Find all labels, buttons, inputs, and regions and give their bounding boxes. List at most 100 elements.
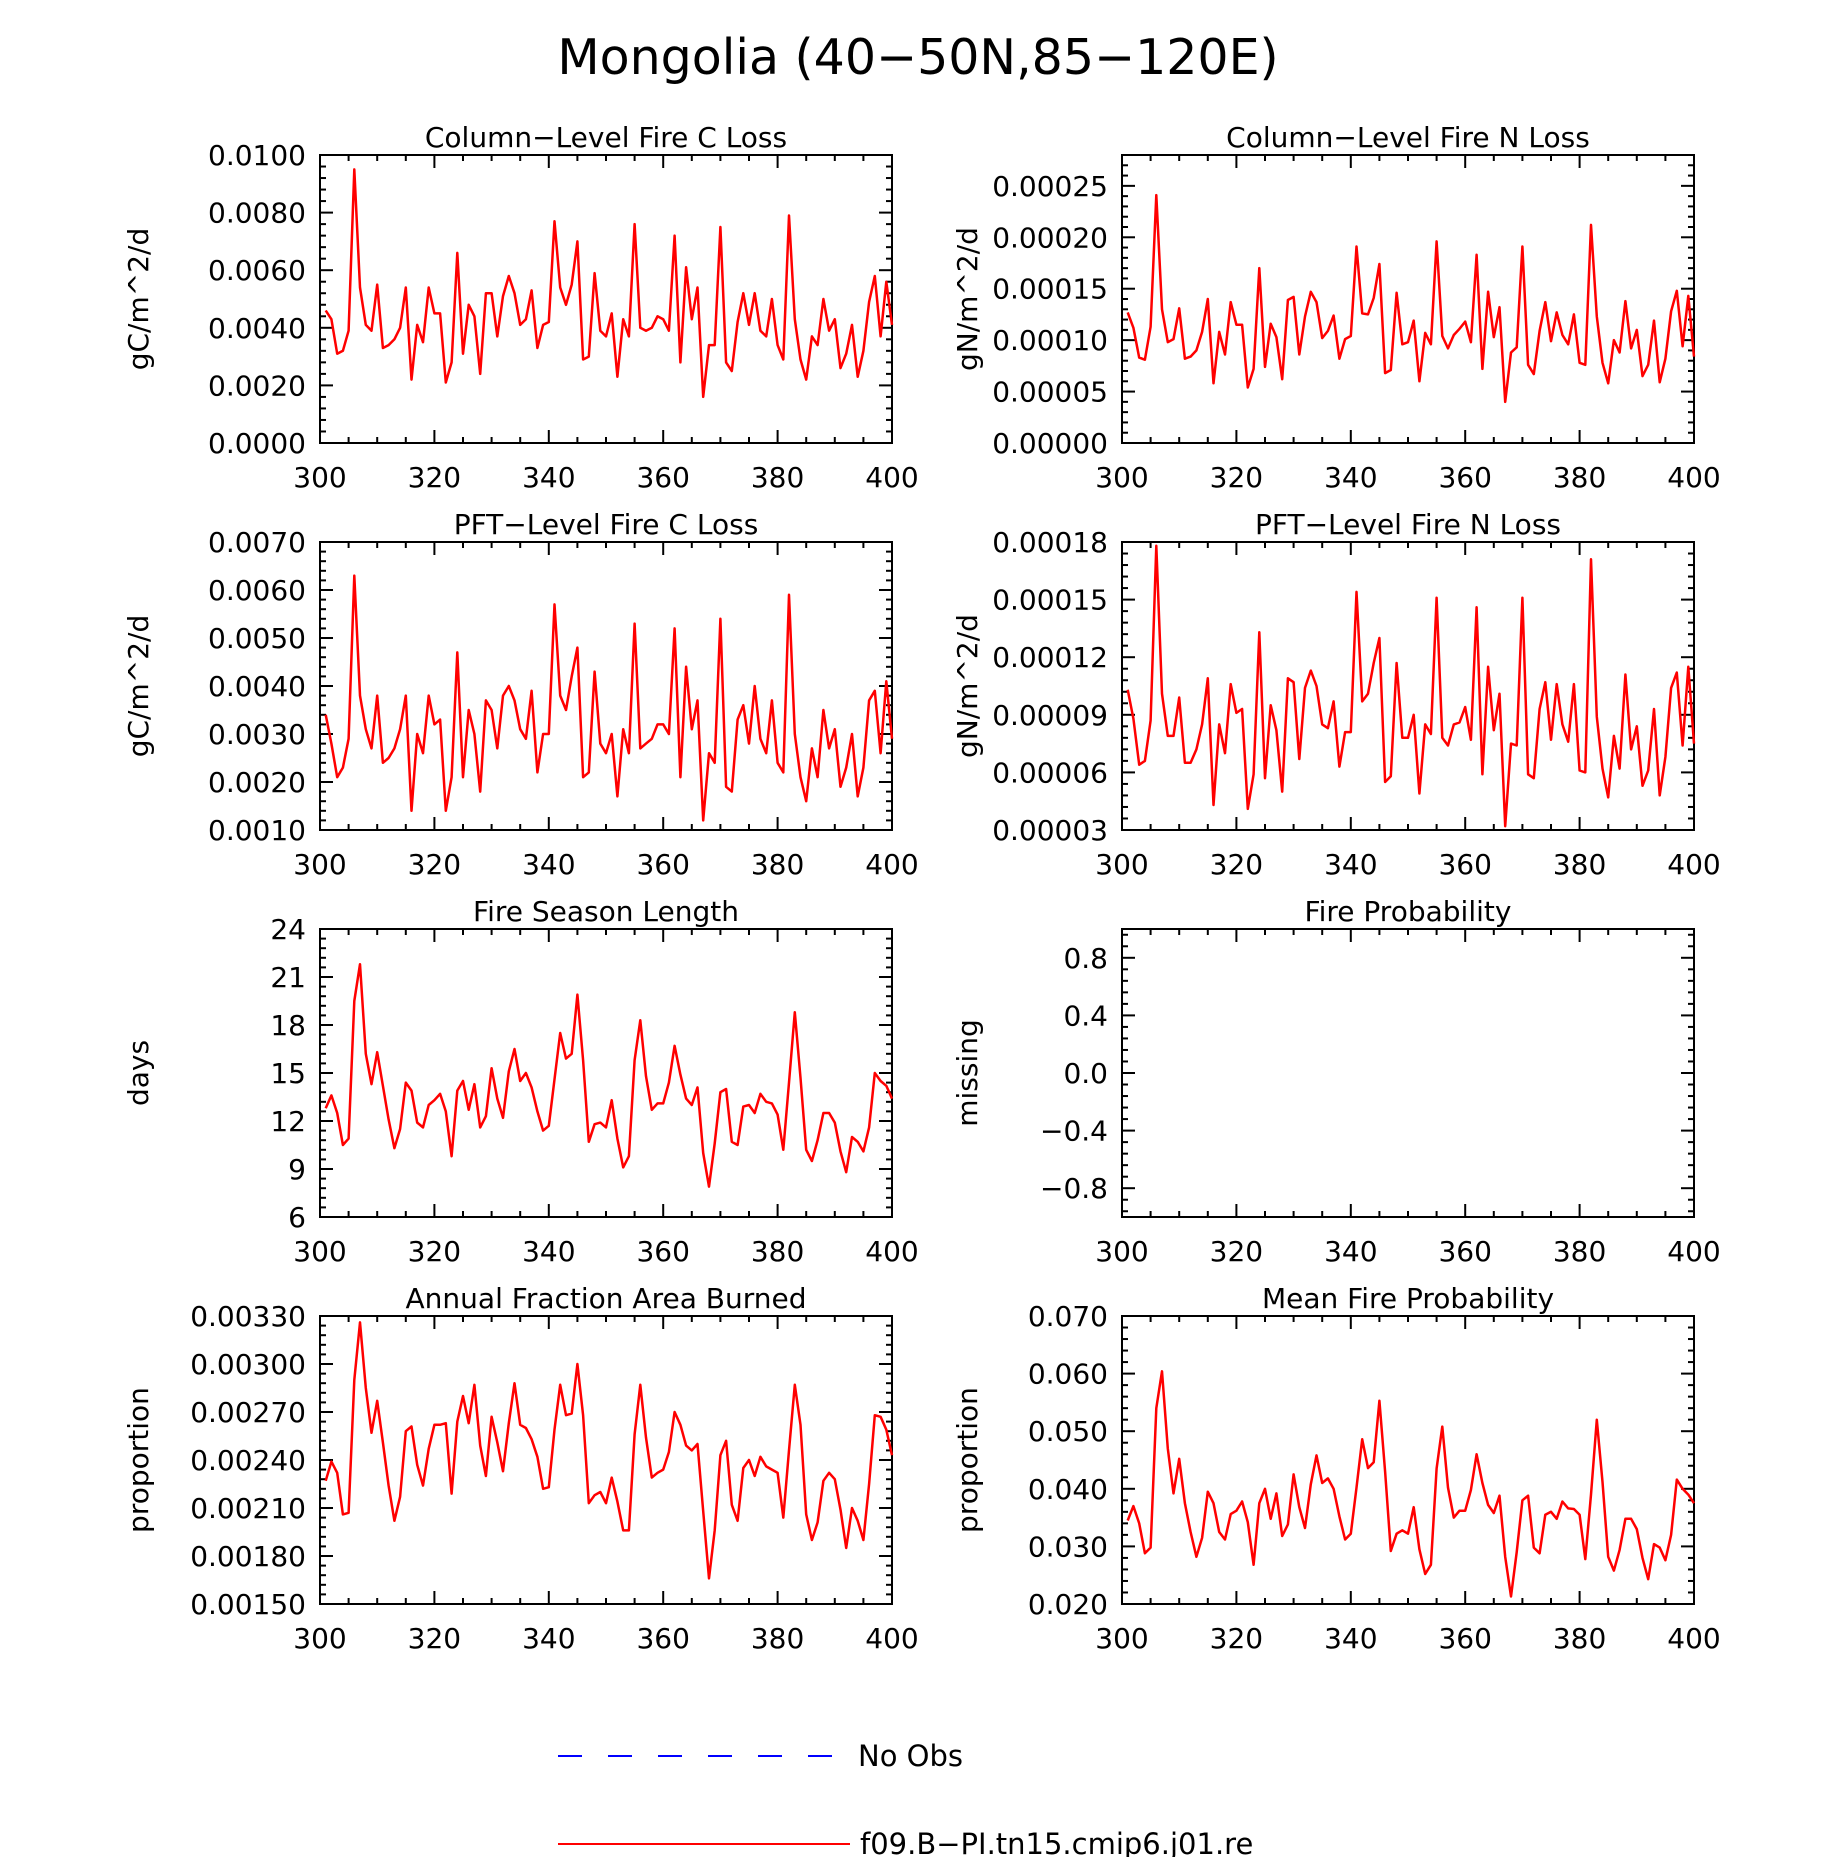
chart-panel: 300 320 340 360 380 400 0.00003 0.00006 0.00009 0… (951, 508, 1721, 881)
y-tick-label: 0.00330 (190, 1300, 306, 1333)
x-tick-label: 400 (865, 1235, 918, 1268)
panel-title: Annual Fraction Area Burned (406, 1282, 807, 1315)
x-tick-label: 360 (1438, 1235, 1491, 1268)
x-tick-label: 300 (293, 461, 346, 494)
chart-panel: 300 320 340 360 380 400 0.0010 0.0020 0.0030 0.00… (122, 508, 919, 881)
x-tick-label: 380 (1553, 848, 1606, 881)
figure-title: Mongolia (40−50N,85−120E) (557, 29, 1278, 86)
chart-panel: 300 320 340 360 380 400 0.020 0.030 0.040 0.050 0.… (951, 1282, 1721, 1655)
y-tick-label: 0.00003 (992, 814, 1108, 847)
panel-title: Column−Level Fire C Loss (425, 121, 787, 154)
y-tick-label: 0.00300 (190, 1348, 306, 1381)
plot-frame (319, 1315, 893, 1605)
y-tick-label: 0.00180 (190, 1540, 306, 1573)
y-tick-label: 0.00005 (992, 376, 1108, 409)
chart-panel: 300 320 340 360 380 400 −0.8 −0.4 0.0 0.4 0.8 Fire … (951, 895, 1721, 1268)
y-tick-label: 0.8 (1063, 942, 1108, 975)
y-tick-label: 0.00018 (992, 526, 1108, 559)
y-tick-label: 0.00015 (992, 584, 1108, 617)
y-tick-label: 0.00240 (190, 1444, 306, 1477)
y-tick-label: 0.0010 (208, 814, 306, 847)
y-tick-label: 9 (288, 1153, 306, 1186)
y-tick-label: 0.0080 (208, 197, 306, 230)
chart-panel: 300 320 340 360 380 400 0.00000 0.00005 0.00010 0… (951, 121, 1721, 494)
x-tick-label: 300 (1095, 848, 1148, 881)
x-tick-label: 320 (408, 1622, 461, 1655)
y-tick-label: 0.060 (1028, 1358, 1108, 1391)
panel-title: PFT−Level Fire N Loss (1255, 508, 1561, 541)
series-line (1126, 544, 1696, 828)
y-tick-label: 6 (288, 1201, 306, 1234)
x-tick-label: 340 (522, 1235, 575, 1268)
y-tick-label: 0.00015 (992, 273, 1108, 306)
legend-label-model: f09.B−PI.tn15.cmip6.j01.re (860, 1827, 1253, 1857)
x-tick-label: 400 (1667, 1622, 1720, 1655)
x-tick-label: 340 (522, 1622, 575, 1655)
y-tick-label: 0.0040 (208, 670, 306, 703)
y-tick-label: 12 (270, 1105, 306, 1138)
y-tick-label: 0.0000 (208, 427, 306, 460)
series-line (324, 962, 894, 1188)
x-tick-label: 300 (293, 1622, 346, 1655)
y-tick-label: 0.0 (1063, 1057, 1108, 1090)
chart-panel: 300 320 340 360 380 400 0.0000 0.0020 0.0040 0.00… (122, 121, 919, 494)
x-tick-label: 320 (408, 461, 461, 494)
x-tick-label: 380 (1553, 1622, 1606, 1655)
legend-label-no-obs: No Obs (858, 1739, 963, 1773)
x-tick-label: 320 (1210, 1235, 1263, 1268)
y-axis-label: proportion (122, 1387, 155, 1533)
y-tick-label: 0.030 (1028, 1530, 1108, 1563)
series-line (324, 168, 894, 399)
x-tick-label: 340 (1324, 461, 1377, 494)
x-tick-label: 360 (1438, 1622, 1491, 1655)
x-tick-label: 360 (1438, 461, 1491, 494)
y-tick-label: 0.00009 (992, 699, 1108, 732)
x-tick-label: 380 (751, 1622, 804, 1655)
x-tick-label: 320 (408, 1235, 461, 1268)
panel-title: Fire Season Length (473, 895, 739, 928)
y-tick-label: 0.00006 (992, 756, 1108, 789)
x-tick-label: 300 (1095, 1622, 1148, 1655)
x-tick-label: 340 (522, 461, 575, 494)
x-tick-label: 400 (1667, 848, 1720, 881)
x-tick-label: 300 (1095, 461, 1148, 494)
x-tick-label: 360 (636, 1235, 689, 1268)
y-tick-label: 0.0100 (208, 139, 306, 172)
y-axis-label: proportion (951, 1387, 984, 1533)
y-axis-label: gC/m^2/d (122, 615, 155, 758)
x-tick-label: 300 (293, 1235, 346, 1268)
y-tick-label: 0.0060 (208, 574, 306, 607)
x-tick-label: 360 (636, 461, 689, 494)
y-tick-label: 0.00000 (992, 427, 1108, 460)
y-tick-label: 15 (270, 1057, 306, 1090)
x-tick-label: 320 (1210, 848, 1263, 881)
x-tick-label: 380 (1553, 461, 1606, 494)
panels: 300 320 340 360 380 4000.00000.00200.00400.00… (122, 121, 1721, 1655)
series-line (1126, 193, 1696, 404)
y-axis-label: missing (951, 1019, 984, 1127)
series-line (1126, 1370, 1696, 1598)
x-tick-label: 340 (522, 848, 575, 881)
x-tick-label: 320 (408, 848, 461, 881)
panel-title: Mean Fire Probability (1262, 1282, 1554, 1315)
plot-frame (319, 928, 893, 1218)
x-tick-label: 340 (1324, 1622, 1377, 1655)
x-tick-label: 300 (293, 848, 346, 881)
x-tick-label: 400 (865, 1622, 918, 1655)
panel-title: Fire Probability (1305, 895, 1512, 928)
x-tick-label: 400 (865, 848, 918, 881)
y-tick-label: 18 (270, 1009, 306, 1042)
x-tick-label: 340 (1324, 848, 1377, 881)
y-tick-label: 0.070 (1028, 1300, 1108, 1333)
y-axis-label: days (122, 1040, 155, 1106)
y-tick-label: 0.0060 (208, 254, 306, 287)
x-tick-label: 320 (1210, 1622, 1263, 1655)
y-tick-label: 0.040 (1028, 1473, 1108, 1506)
series-line (324, 574, 894, 822)
y-tick-label: 0.0030 (208, 718, 306, 751)
chart-panel: 300 320 340 360 380 400 0.00150 0.00180 0.00210 0… (122, 1282, 919, 1655)
y-tick-label: 0.00150 (190, 1588, 306, 1621)
y-tick-label: −0.4 (1040, 1115, 1108, 1148)
y-tick-label: 0.0070 (208, 526, 306, 559)
